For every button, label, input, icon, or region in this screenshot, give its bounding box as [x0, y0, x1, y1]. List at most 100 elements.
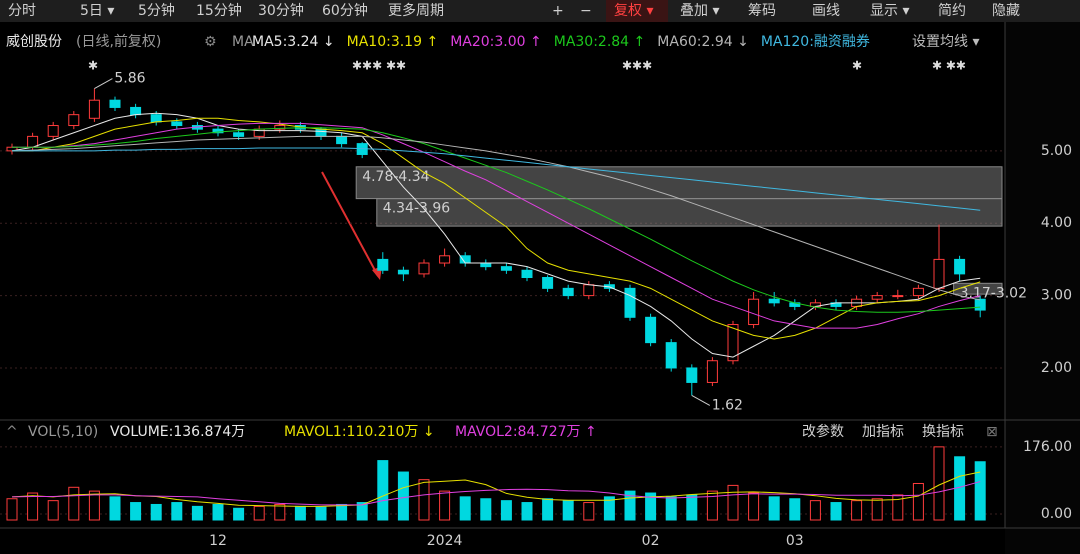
volume-bar [748, 492, 760, 521]
volume-bar [294, 505, 306, 521]
annotation-leader [94, 78, 113, 90]
add-indicator[interactable]: 加指标 [862, 424, 904, 440]
volume-bar [150, 503, 162, 521]
candle-body [439, 255, 451, 264]
candle-body [47, 125, 59, 137]
annotation-label: 5.86 [114, 71, 145, 87]
candle-body [459, 255, 471, 264]
event-marker: ✱ [852, 59, 862, 73]
ma-line [11, 112, 981, 358]
toolbar-button[interactable]: 60分钟 [322, 2, 368, 19]
annotation-label: 1.62 [712, 397, 743, 413]
x-tick-label: 03 [786, 533, 804, 549]
volume-bar [933, 446, 945, 521]
annotation-leader [691, 395, 711, 406]
candle-body [68, 114, 80, 127]
toolbar-button[interactable]: − [580, 3, 592, 19]
volume-bar [583, 502, 595, 521]
vol-value: VOLUME:136.874万 [110, 424, 245, 440]
candle-body [583, 284, 595, 297]
volume-bar [6, 498, 18, 521]
candle-body [521, 269, 533, 278]
toolbar-button[interactable]: 5日 ▾ [80, 3, 114, 19]
legend-entry: MA5:3.24 ↓ [252, 34, 335, 50]
ma-label: MA [232, 34, 254, 50]
toolbar-button[interactable]: 显示 ▾ [870, 3, 909, 19]
collapse[interactable]: ^ [6, 424, 18, 440]
volume-bar [892, 494, 904, 521]
toolbar-button[interactable]: 分时 [8, 3, 36, 19]
volume-bar [171, 502, 183, 521]
candle-body [500, 266, 512, 271]
toolbar-button[interactable]: 隐藏 [992, 3, 1020, 19]
candle-body [665, 342, 677, 369]
volume-bar [830, 502, 842, 521]
toolbar-button[interactable]: 简约 [938, 2, 966, 19]
mavol-line [11, 481, 981, 506]
event-marker: ✱✱✱ ✱✱ [352, 59, 406, 73]
candle-body [130, 106, 142, 116]
candle-body [871, 295, 883, 300]
volume-bar [789, 498, 801, 521]
legend-entry: MA120:融资融券 [761, 34, 870, 50]
volume-bar [418, 479, 430, 521]
volume-bar [233, 507, 245, 521]
volume-bar [665, 496, 677, 521]
volume-bar [706, 490, 718, 521]
volume-bar [686, 494, 698, 521]
volume-bar [809, 500, 821, 521]
candle-body [418, 262, 430, 275]
arrow-annotation [321, 171, 379, 277]
candle-body [645, 316, 657, 344]
toolbar-button[interactable]: + [552, 3, 564, 19]
axis-bg [1005, 22, 1080, 554]
volume-bar [27, 492, 39, 521]
volume-bar [727, 484, 739, 521]
candle-body [397, 269, 409, 275]
candle-body [542, 277, 554, 289]
volume-bar [253, 505, 265, 521]
candle-body [109, 99, 121, 108]
ma-settings[interactable]: 设置均线 ▾ [912, 34, 979, 50]
toolbar-button[interactable]: 叠加 ▾ [680, 3, 719, 19]
toolbar-button[interactable]: 15分钟 [196, 2, 242, 19]
candle-body [88, 99, 100, 119]
active-bg [606, 0, 668, 22]
volume-bar [521, 502, 533, 521]
close-btn[interactable]: ⊠ [986, 424, 998, 440]
candle-body [748, 298, 760, 326]
volume-bar [562, 500, 574, 521]
toolbar-button[interactable]: 5分钟 [138, 2, 175, 19]
ma-line [12, 117, 981, 340]
volume-bar [315, 506, 327, 521]
stock-name: 威创股份 [6, 34, 62, 50]
volume-bar [397, 471, 409, 521]
candle-body [768, 298, 780, 304]
volume-bar [47, 500, 59, 521]
volume-bar [645, 492, 657, 521]
volume-bar [439, 490, 451, 521]
toolbar-button[interactable]: 筹码 [748, 2, 776, 19]
toolbar-button[interactable]: 复权 ▾ [614, 2, 653, 19]
volume-bar [480, 498, 492, 521]
switch-indicator[interactable]: 换指标 [922, 423, 964, 440]
price-zone [376, 198, 1003, 227]
volume-bar [274, 503, 286, 521]
y-tick-label: 2.00 [1041, 360, 1072, 376]
volume-bar [377, 460, 389, 521]
toolbar-button[interactable]: 30分钟 [258, 2, 304, 19]
y-tick-label: 176.00 [1023, 439, 1072, 455]
candle-body [171, 121, 183, 127]
gear[interactable]: ⚙ [204, 34, 217, 50]
volume-bar [871, 498, 883, 521]
legend-entry: MA30:2.84 ↑ [554, 34, 646, 50]
event-marker: ✱✱✱ [622, 59, 652, 73]
param-btn[interactable]: 改参数 [802, 423, 844, 440]
x-tick-label: 2024 [427, 533, 463, 549]
toolbar-button[interactable]: 画线 [812, 3, 840, 19]
ma-line [12, 127, 981, 313]
toolbar-button[interactable]: 更多周期 [388, 2, 444, 19]
candle-body [974, 298, 986, 311]
zone-label: 4.78-4.34 [362, 169, 429, 185]
